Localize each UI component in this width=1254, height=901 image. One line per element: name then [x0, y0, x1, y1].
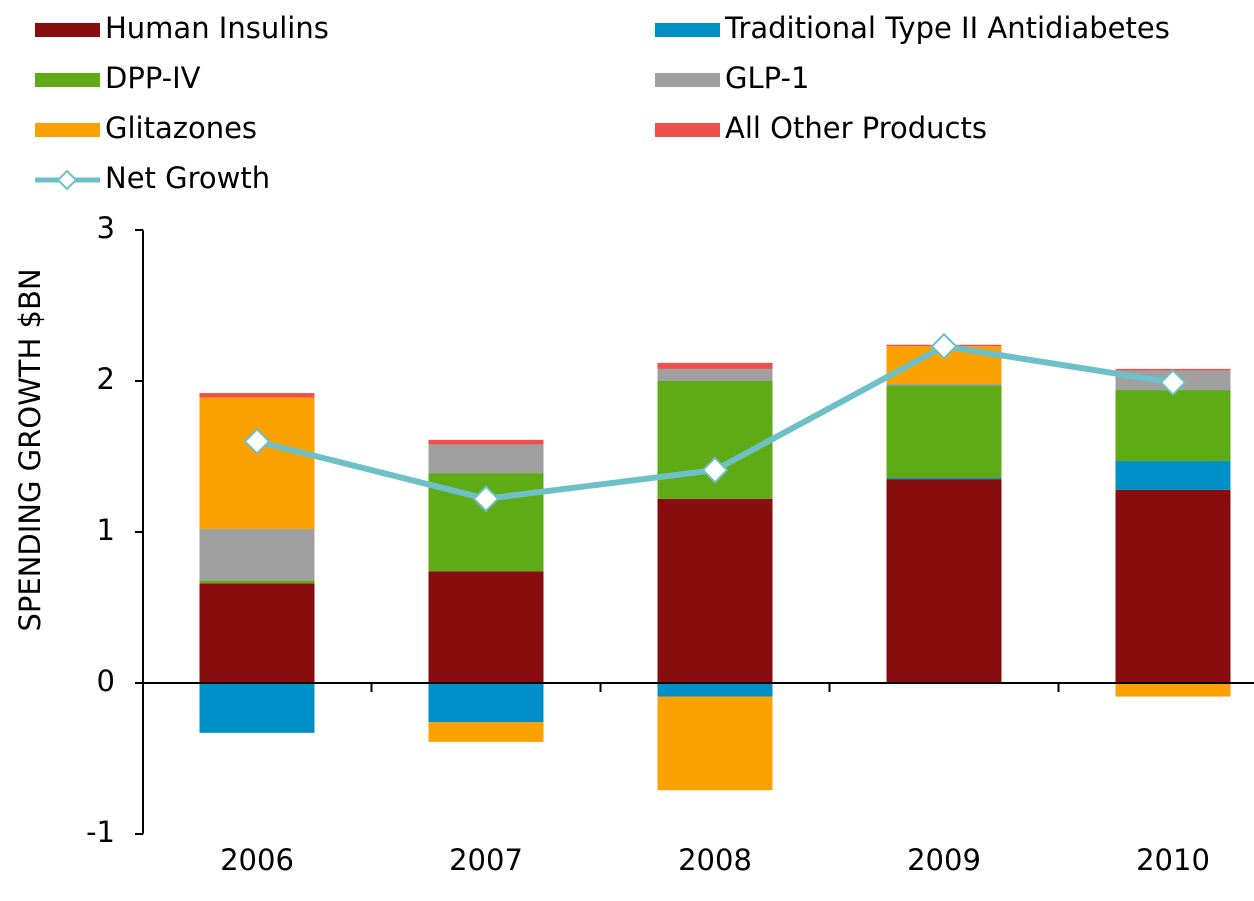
bar: [657, 683, 773, 697]
bar: [199, 580, 315, 584]
legend-label: Net Growth: [105, 161, 270, 195]
legend-swatch: [35, 23, 100, 37]
bar: [428, 571, 544, 683]
bar: [657, 696, 773, 791]
legend-swatch: [655, 123, 720, 137]
line-marker: [701, 456, 729, 484]
legend-label: DPP-IV: [105, 61, 201, 95]
y-tick-label: 1: [97, 513, 115, 547]
line-marker: [243, 427, 271, 455]
legend-label: Human Insulins: [105, 11, 329, 45]
x-tick-label: 2007: [449, 843, 523, 877]
y-tick-label: -1: [86, 815, 115, 849]
bar: [886, 479, 1002, 683]
x-tick-label: 2008: [678, 843, 752, 877]
bar: [657, 362, 773, 369]
legend-swatch: [35, 123, 100, 137]
x-tick-label: 2006: [220, 843, 294, 877]
legend-label: Glitazones: [105, 111, 257, 145]
bar: [199, 397, 315, 529]
bar: [886, 477, 1002, 480]
bar: [657, 498, 773, 683]
bar: [428, 444, 544, 474]
y-tick-label: 3: [97, 211, 115, 245]
bar: [199, 583, 315, 683]
y-tick-label: 2: [97, 362, 115, 396]
bar: [199, 528, 315, 581]
legend-marker: [56, 169, 78, 191]
legend-swatch: [655, 73, 720, 87]
bar: [1115, 683, 1231, 697]
x-tick-label: 2010: [1136, 843, 1210, 877]
bar: [886, 384, 1002, 386]
bar: [1115, 390, 1231, 462]
line-marker: [1159, 369, 1187, 396]
bar: [657, 368, 773, 381]
legend-label: GLP-1: [725, 61, 809, 95]
bar: [428, 683, 544, 723]
bar: [886, 385, 1002, 478]
y-axis-label: SPENDING GROWTH $BN: [13, 268, 47, 631]
line-marker: [472, 485, 500, 513]
legend-swatch: [35, 73, 100, 87]
y-tick-label: 0: [97, 664, 115, 698]
legend-label: Traditional Type II Antidiabetes: [724, 11, 1170, 45]
bar: [199, 683, 315, 733]
bar: [428, 722, 544, 742]
x-tick-label: 2009: [907, 843, 981, 877]
bar: [199, 393, 315, 398]
bar: [428, 439, 544, 445]
legend-label: All Other Products: [725, 111, 987, 145]
line-marker: [930, 332, 958, 360]
legend-swatch: [655, 23, 720, 37]
bar: [1115, 461, 1231, 490]
bar: [1115, 489, 1231, 683]
